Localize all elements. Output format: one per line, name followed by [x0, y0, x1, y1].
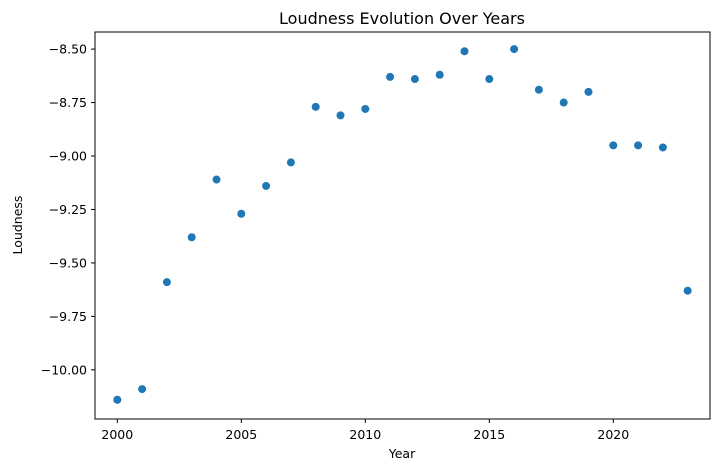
- x-tick-label: 2000: [101, 427, 133, 442]
- data-point: [361, 104, 370, 113]
- x-tick-label: 2010: [349, 427, 381, 442]
- y-tick-label: −8.75: [49, 95, 87, 110]
- data-point: [534, 85, 543, 94]
- y-tick-label: −9.25: [49, 202, 87, 217]
- data-point: [435, 70, 444, 79]
- data-point: [138, 385, 147, 394]
- data-point: [584, 87, 593, 96]
- data-point: [485, 75, 494, 84]
- data-point: [559, 98, 568, 107]
- y-tick-label: −9.00: [49, 149, 87, 164]
- data-point: [410, 75, 419, 84]
- y-tick-label: −9.50: [49, 255, 87, 270]
- x-axis: 2000 2005 2010 2015 2020: [101, 419, 629, 442]
- data-point: [262, 181, 271, 190]
- plot-area-frame: [94, 31, 711, 420]
- data-point: [634, 141, 643, 150]
- data-point: [311, 102, 320, 111]
- data-point: [460, 47, 469, 56]
- y-tick-label: −8.50: [49, 42, 87, 57]
- y-tick-label: −9.75: [49, 309, 87, 324]
- data-point: [336, 111, 345, 120]
- x-axis-label: Year: [388, 446, 416, 461]
- data-points: [113, 45, 692, 404]
- y-tick-label: −10.00: [41, 362, 87, 377]
- data-point: [237, 209, 246, 218]
- data-point: [658, 143, 667, 152]
- data-point: [212, 175, 221, 184]
- y-axis: −8.50 −8.75 −9.00 −9.25 −9.50 −9.75 −10.00: [41, 42, 95, 377]
- data-point: [113, 395, 122, 404]
- x-tick-label: 2005: [225, 427, 257, 442]
- x-tick-label: 2015: [473, 427, 505, 442]
- data-point: [386, 72, 395, 81]
- x-tick-label: 2020: [597, 427, 629, 442]
- chart-title: Loudness Evolution Over Years: [279, 9, 525, 28]
- data-point: [510, 45, 519, 54]
- data-point: [683, 286, 692, 295]
- data-point: [609, 141, 618, 150]
- data-point: [286, 158, 295, 167]
- data-point: [187, 233, 196, 242]
- data-point: [162, 278, 171, 287]
- y-axis-label: Loudness: [10, 196, 25, 255]
